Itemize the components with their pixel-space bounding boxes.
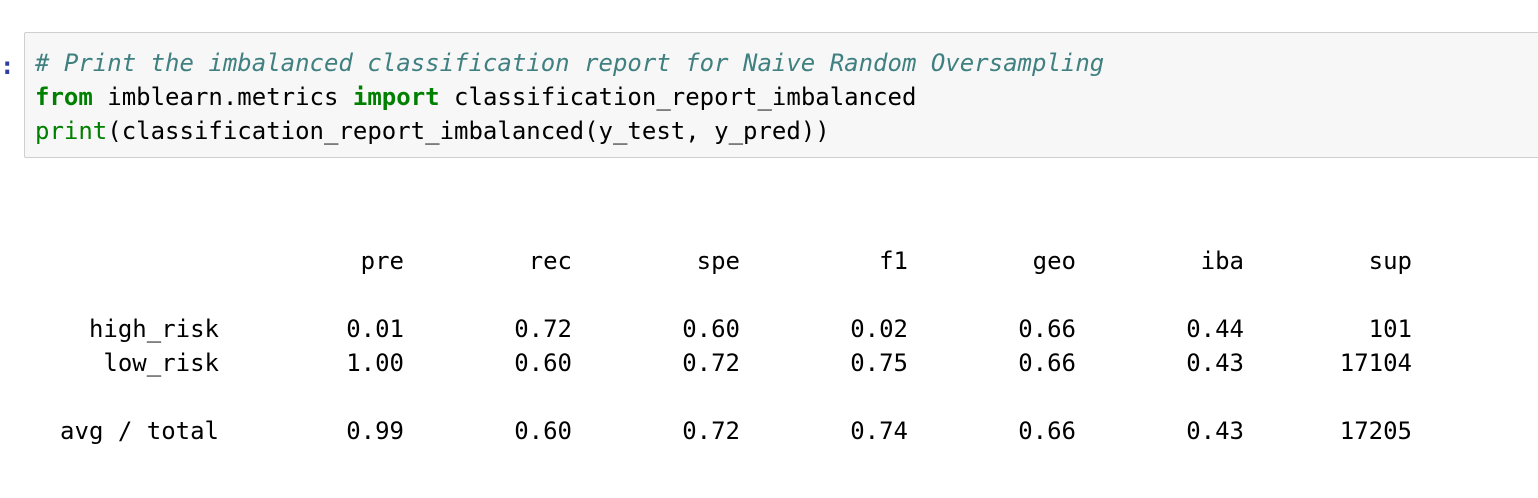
- code-line: print(classification_report_imbalanced(y…: [35, 114, 1104, 148]
- cell-output: pre rec spe f1 geo iba sup high_risk 0.01 0.72 0.6…: [34, 176, 1434, 498]
- report-value: 0.66: [1018, 315, 1076, 343]
- report-total-value: 0.60: [514, 417, 572, 445]
- report-total-value: 0.43: [1186, 417, 1244, 445]
- report-row-label: high_risk: [88, 315, 219, 343]
- code-block[interactable]: # Print the imbalanced classification re…: [35, 46, 1104, 148]
- code-cell-input[interactable]: # Print the imbalanced classification re…: [24, 32, 1538, 158]
- report-value: 0.02: [850, 315, 908, 343]
- report-value: 0.75: [850, 349, 908, 377]
- report-value: 0.43: [1186, 349, 1244, 377]
- report-value: 0.66: [1018, 349, 1076, 377]
- report-header: rec: [528, 247, 572, 275]
- prompt-indicator: :: [0, 52, 15, 80]
- report-header: sup: [1368, 247, 1412, 275]
- report-header: geo: [1032, 247, 1076, 275]
- code-token-comment: # Print the imbalanced classification re…: [35, 49, 1105, 77]
- report-value: 0.72: [514, 315, 572, 343]
- code-token-builtin: print: [35, 117, 108, 145]
- report-total-value: 0.72: [682, 417, 740, 445]
- report-total-value: 0.99: [346, 417, 404, 445]
- report-header: spe: [696, 247, 740, 275]
- report-value: 101: [1368, 315, 1412, 343]
- code-token-plain: (classification_report_imbalanced(y_test…: [107, 117, 830, 145]
- code-token-plain: classification_report_imbalanced: [439, 83, 917, 111]
- report-value: 0.01: [346, 315, 404, 343]
- report-value: 0.60: [682, 315, 740, 343]
- code-token-kw: import: [352, 83, 440, 111]
- report-value: 0.60: [514, 349, 572, 377]
- report-header: f1: [879, 247, 908, 275]
- code-line: from imblearn.metrics import classificat…: [35, 80, 1104, 114]
- report-header: pre: [360, 247, 404, 275]
- report-value: 17104: [1339, 349, 1412, 377]
- report-row-label: low_risk: [103, 349, 219, 377]
- report-total-label: avg / total: [60, 417, 219, 445]
- code-line: # Print the imbalanced classification re…: [35, 46, 1104, 80]
- report-total-value: 17205: [1339, 417, 1412, 445]
- report-value: 0.72: [682, 349, 740, 377]
- report-header: iba: [1200, 247, 1244, 275]
- classification-report: pre rec spe f1 geo iba sup high_risk 0.01 0.72 0.6…: [34, 244, 1434, 464]
- code-token-kw: from: [35, 83, 93, 111]
- report-total-value: 0.74: [850, 417, 908, 445]
- code-token-plain: imblearn.metrics: [92, 83, 353, 111]
- report-value: 1.00: [346, 349, 404, 377]
- report-total-value: 0.66: [1018, 417, 1076, 445]
- report-value: 0.44: [1186, 315, 1244, 343]
